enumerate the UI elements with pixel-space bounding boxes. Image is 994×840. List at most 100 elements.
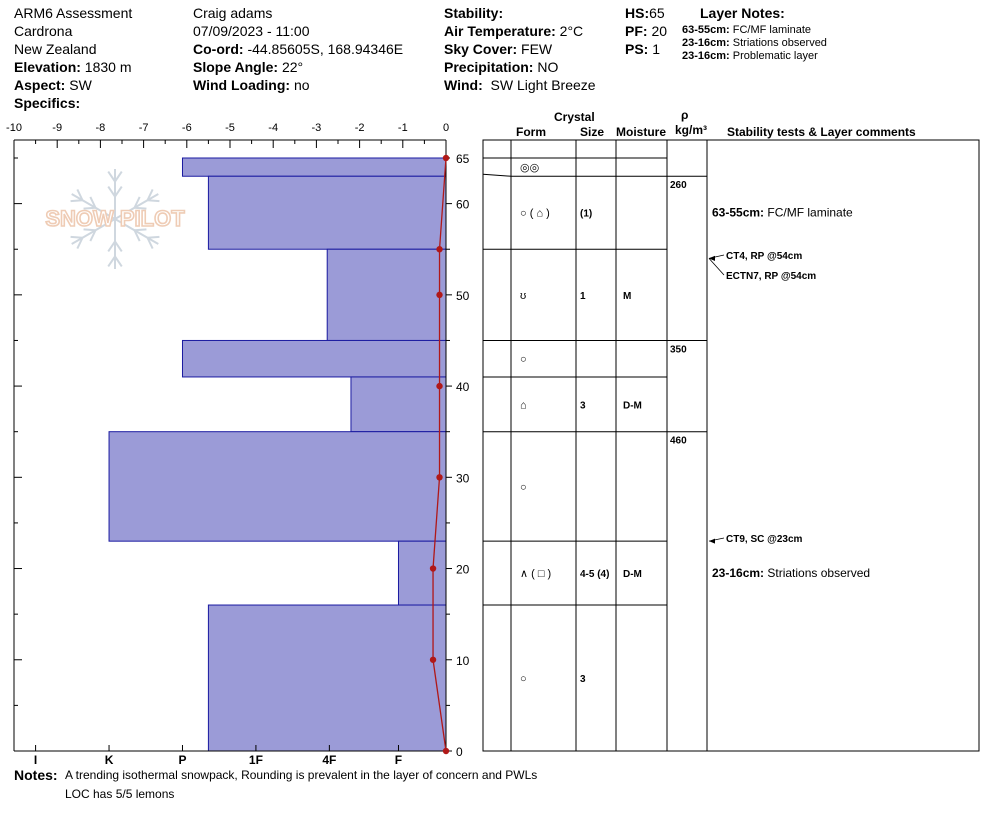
slope-value: 22°: [281, 59, 304, 75]
flake-branch: [146, 237, 154, 250]
hardness-bars: [108, 157, 447, 752]
wind-row: Wind: SW Light Breeze: [444, 77, 596, 93]
precip-value: NO: [537, 59, 559, 75]
hs-value: 65: [649, 5, 665, 21]
flake-arm: [71, 218, 116, 245]
layer-cells: ◎◎ ○ ( ⌂ ) (1) ʊ 1 M ○ ⌂ 3 D-M ○ ∧ ( □ ) 4-5 (4) D-M ○…: [520, 162, 642, 685]
layer-comments: 63-55cm: FC/MF laminate 23-16cm: Striatio…: [712, 206, 870, 580]
y-tick-label: 50: [456, 289, 470, 303]
table-frame: [482, 139, 980, 752]
grain-form: ∧ ( □ ): [520, 568, 551, 580]
moisture-header: Moisture: [616, 125, 667, 139]
density-cells: 260 350 460: [670, 180, 687, 446]
grain-form: ○: [520, 481, 527, 493]
y-tick-label: 10: [456, 654, 470, 668]
aspect-value: SW: [69, 77, 92, 93]
layer-comment-text: FC/MF laminate: [764, 206, 853, 220]
snowpilot-watermark: SNOW PILOT: [45, 169, 186, 269]
hardness-label: F: [395, 753, 402, 767]
hardness-label: 1F: [249, 753, 263, 767]
flake-branch: [134, 206, 147, 210]
form-header: Form: [516, 125, 546, 139]
flake-branch: [83, 206, 96, 210]
header-col-4: HS:65 PF: 20 PS: 1: [625, 4, 667, 58]
hardness-bar: [350, 376, 447, 433]
crystal-header: Crystal: [554, 110, 595, 124]
x-tick-label: 0: [443, 122, 449, 134]
coord-row: Co-ord: -44.85605S, 168.94346E: [193, 41, 404, 57]
y-tick-label: 20: [456, 563, 470, 577]
stability-test: ECTN7, RP @54cm: [726, 271, 816, 282]
x-tick-label: -10: [6, 122, 22, 134]
hardness-bar: [181, 157, 447, 177]
grain-form: ʊ: [520, 290, 526, 302]
x-tick-label: -2: [355, 122, 365, 134]
flake-branch: [70, 199, 83, 203]
temperature-point: [442, 747, 450, 755]
grain-form: ○: [520, 354, 527, 366]
pf-row: PF: 20: [625, 23, 668, 39]
location: Cardrona: [14, 23, 73, 39]
hardness-label: 4F: [322, 753, 336, 767]
grain-size: 1: [580, 291, 586, 302]
air-temp-row: Air Temperature: 2°C: [444, 23, 584, 39]
density-value: 460: [670, 436, 687, 447]
flake-branch: [107, 255, 116, 267]
grain-form: ⌂: [520, 399, 527, 411]
x-tick-label: -6: [182, 122, 192, 134]
y-tick-label: 65: [456, 152, 470, 166]
sky-row: Sky Cover: FEW: [444, 41, 553, 57]
hardness-bar: [108, 431, 447, 542]
precip-row: Precipitation: NO: [444, 59, 559, 75]
layer-table: [482, 139, 980, 752]
flake-branch: [83, 228, 96, 232]
flake-branch: [146, 188, 154, 201]
flake-branch: [147, 235, 160, 239]
layer-notes-list: 63-55cm: FC/MF laminate 23-16cm: Striati…: [682, 24, 827, 63]
aspect-row: Aspect: SW: [14, 77, 92, 93]
header-col-1: ARM6 Assessment Cardrona New Zealand Ele…: [14, 4, 132, 112]
layer-comment: 23-16cm: Striations observed: [712, 566, 870, 580]
slope-row: Slope Angle: 22°: [193, 59, 304, 75]
grain-size: (1): [580, 209, 592, 220]
y-tick-label: 40: [456, 380, 470, 394]
temperature-profile: [429, 154, 450, 755]
temperature-point: [436, 382, 443, 390]
flake-branch: [133, 196, 141, 209]
density-value: 260: [670, 180, 687, 191]
flake-branch: [114, 186, 123, 198]
notes-line-2: LOC has 5/5 lemons: [65, 787, 175, 801]
flake-branch: [147, 199, 160, 203]
ps-value: 1: [652, 41, 661, 57]
wind-loading-value: no: [293, 77, 310, 93]
observer: Craig adams: [193, 5, 273, 21]
temperature-point: [436, 474, 443, 481]
flake-arm: [71, 193, 116, 220]
grain-size: 3: [580, 400, 586, 411]
moisture-value: D-M: [623, 400, 642, 411]
hs-row: HS:65: [625, 5, 665, 21]
x-tick-label: -8: [96, 122, 106, 134]
pf-value: 20: [651, 23, 668, 39]
hardness-bar: [207, 604, 447, 752]
stability-comments-header: Stability tests & Layer comments: [727, 125, 916, 139]
depth-axis: 0 10 20 30 40 50 60 65: [14, 152, 470, 759]
layer-comment-text: Striations observed: [764, 566, 870, 580]
wind-value: SW Light Breeze: [490, 77, 596, 93]
density-value: 350: [670, 344, 687, 355]
x-tick-label: -4: [268, 122, 278, 134]
region: New Zealand: [14, 41, 97, 57]
grain-form: ◎◎: [520, 162, 539, 174]
hardness-bar: [397, 540, 447, 606]
hardness-bar: [181, 339, 447, 378]
header-col-3: Stability: Air Temperature: 2°C Sky Cove…: [444, 4, 596, 94]
layer-comment-range: 63-55cm:: [712, 206, 764, 220]
sky-value: FEW: [521, 41, 553, 57]
flake-branch: [107, 240, 116, 252]
datetime: 07/09/2023 - 11:00: [193, 23, 310, 39]
test-pointer: [708, 258, 725, 276]
flake-branch: [114, 171, 123, 183]
temperature-point: [436, 246, 443, 253]
notes-line-1: A trending isothermal snowpack, Rounding…: [65, 768, 538, 782]
y-tick-label: 60: [456, 198, 470, 212]
